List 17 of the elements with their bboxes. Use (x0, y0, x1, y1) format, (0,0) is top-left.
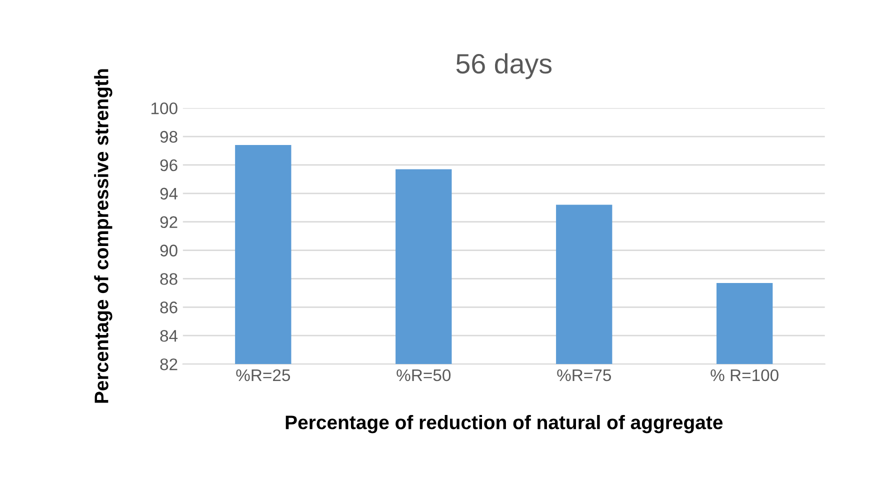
y-tick-label: 94 (160, 188, 178, 200)
y-tick-label: 92 (160, 216, 178, 228)
x-tick-label: % R=100 (710, 369, 778, 382)
y-tick-label: 98 (160, 130, 178, 143)
y-tick-label: 82 (160, 358, 178, 370)
x-tick-label: %R=25 (236, 369, 290, 382)
y-tick-label: 88 (160, 273, 178, 285)
y-tick-label: 84 (160, 330, 178, 342)
x-tick-label: %R=75 (557, 369, 611, 382)
y-axis-title: Percentage of compressive strength (94, 69, 112, 403)
chart-title: 56 days (456, 53, 552, 80)
y-tick-label: 100 (152, 102, 178, 114)
x-tick-label: %R=50 (396, 369, 451, 382)
x-axis-title: Percentage of reduction of natural of aggregate (286, 414, 723, 434)
y-tick-label: 86 (160, 302, 178, 314)
y-tick-label: 96 (160, 159, 178, 172)
y-tick-label: 90 (160, 244, 178, 256)
